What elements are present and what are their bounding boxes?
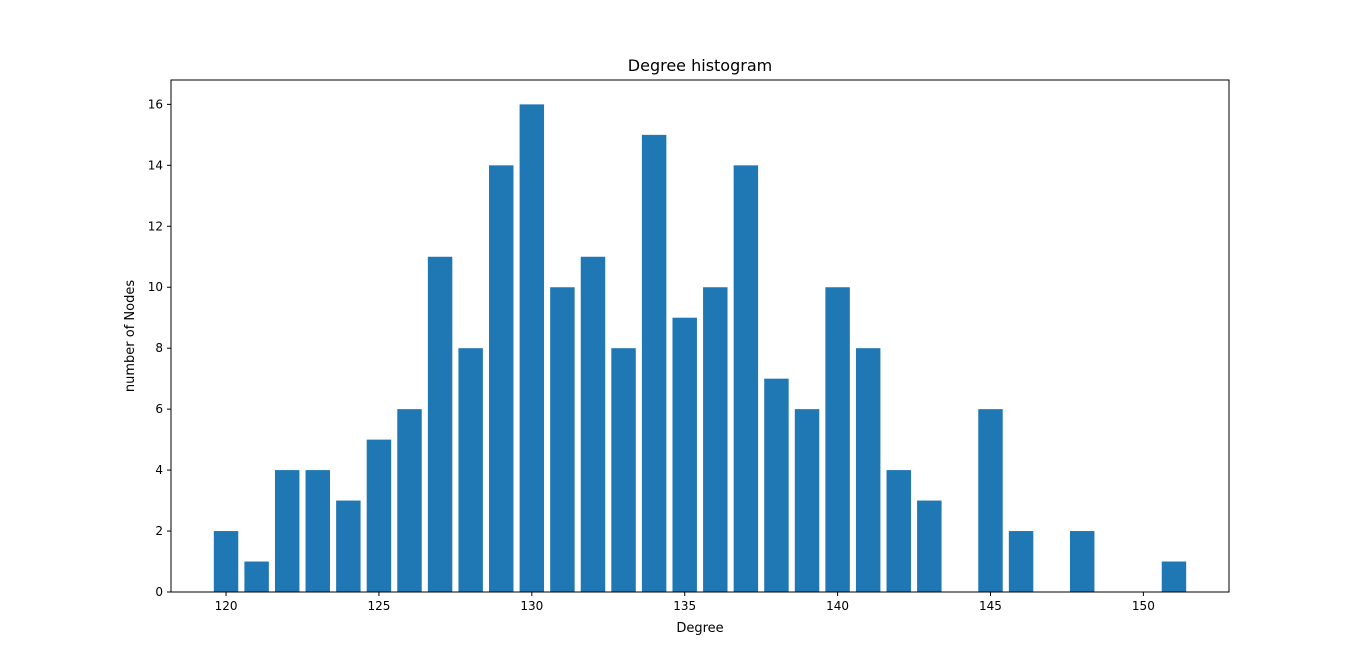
chart-title: Degree histogram <box>628 56 772 75</box>
y-tick-label: 2 <box>155 524 163 538</box>
x-tick-label: 120 <box>215 599 238 613</box>
bar-degree-121 <box>244 561 269 592</box>
y-tick-label: 14 <box>148 158 163 172</box>
plot-frame <box>170 79 1230 593</box>
bar-degree-135 <box>672 317 697 592</box>
x-tick-label: 135 <box>673 599 696 613</box>
bar-degree-125 <box>366 439 392 592</box>
bar-degree-126 <box>397 409 422 592</box>
y-tick-label: 6 <box>155 402 163 416</box>
x-ticks: 120 125 130 135 140 145 150 <box>215 592 1155 613</box>
y-tick-label: 4 <box>155 463 163 477</box>
y-ticks: 0 2 4 6 8 10 12 14 16 <box>148 97 171 599</box>
y-tick-label: 12 <box>148 219 163 233</box>
bar-degree-137 <box>733 165 759 592</box>
bar-degree-130 <box>519 104 545 592</box>
bar-degree-151 <box>1161 561 1187 592</box>
bar-degree-129 <box>489 165 514 592</box>
bar-degree-142 <box>886 470 911 592</box>
x-tick-label: 145 <box>979 599 1002 613</box>
bar-degree-120 <box>213 531 239 592</box>
x-tick-label: 140 <box>826 599 849 613</box>
y-axis-label: number of Nodes <box>123 280 138 392</box>
bar-degree-131 <box>550 287 575 592</box>
bar-degree-132 <box>580 256 606 592</box>
bar-degree-136 <box>703 287 728 592</box>
bar-degree-123 <box>305 470 330 592</box>
bar-degree-127 <box>427 256 453 592</box>
bar-degree-133 <box>611 348 636 592</box>
bar-degree-122 <box>274 470 300 592</box>
bar-degree-134 <box>641 134 667 593</box>
bar-degree-141 <box>855 348 881 592</box>
bar-degree-138 <box>764 378 789 592</box>
bar-degree-128 <box>458 348 483 592</box>
y-tick-label: 10 <box>148 280 163 294</box>
x-tick-label: 150 <box>1132 599 1155 613</box>
y-tick-label: 8 <box>155 341 163 355</box>
bar-degree-145 <box>978 409 1003 592</box>
bar-degree-148 <box>1069 531 1095 592</box>
bar-degree-139 <box>794 409 820 592</box>
x-axis-label: Degree <box>676 621 723 636</box>
bar-degree-146 <box>1008 531 1034 592</box>
bars-layer <box>213 104 1187 593</box>
x-tick-label: 130 <box>520 599 543 613</box>
y-tick-label: 0 <box>155 585 163 599</box>
bar-degree-143 <box>917 500 942 592</box>
bar-degree-140 <box>825 287 850 592</box>
x-tick-label: 125 <box>367 599 390 613</box>
y-tick-label: 16 <box>148 97 163 111</box>
bar-degree-124 <box>336 500 361 592</box>
